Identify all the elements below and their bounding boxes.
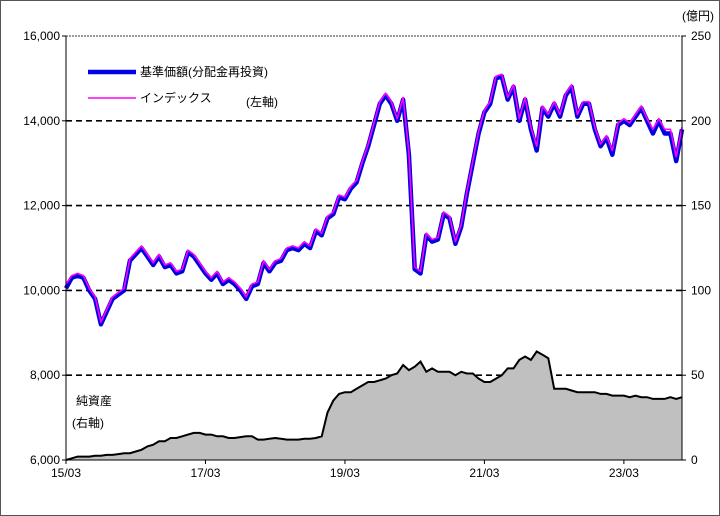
x-tick-label: 21/03 (469, 466, 499, 480)
area-label: 純資産 (76, 393, 112, 408)
x-tick-label: 23/03 (609, 466, 639, 480)
series-lines (64, 73, 685, 327)
nav-line (64, 74, 685, 327)
left-tick-label: 10,000 (23, 283, 60, 297)
left-tick-label: 8,000 (30, 368, 60, 382)
gridlines (66, 35, 682, 377)
right-tick-label: 200 (691, 114, 711, 128)
legend-label: 基準価額(分配金再投資) (140, 64, 268, 79)
left-tick-label: 12,000 (23, 199, 60, 213)
left-tick-label: 16,000 (23, 29, 60, 43)
right-tick-label: 150 (691, 199, 711, 213)
right-tick-label: 100 (691, 283, 711, 297)
x-tick-label: 19/03 (330, 466, 360, 480)
legend-label: インデックス (140, 90, 212, 105)
left-tick-label: 14,000 (23, 114, 60, 128)
right-tick-label: 250 (691, 29, 711, 43)
left-tick-label: 6,000 (30, 453, 60, 467)
x-tick-label: 17/03 (190, 466, 220, 480)
x-tick-label: 15/03 (51, 466, 81, 480)
legend: 基準価額(分配金再投資) インデックス (88, 64, 268, 105)
index-line (65, 73, 683, 324)
right-tick-label: 0 (691, 453, 698, 467)
left-axis-note: (左軸) (246, 94, 278, 109)
right-axis-unit-label: (億円) (682, 9, 714, 23)
axes: 6,000 8,000 10,000 12,000 14,000 16,000 0 50 100… (23, 29, 711, 480)
net-assets-area (65, 350, 683, 461)
right-tick-label: 50 (691, 368, 705, 382)
net-assets-line (65, 350, 683, 461)
net-assets-fill (66, 351, 682, 460)
area-axis-note: (右軸) (72, 415, 104, 430)
